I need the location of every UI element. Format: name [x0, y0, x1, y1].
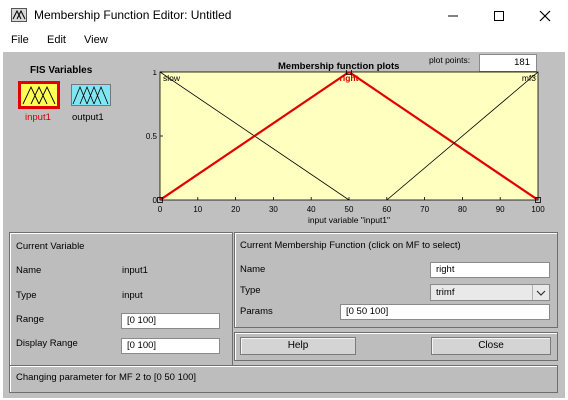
mf-params-input[interactable]: [0 50 100]	[340, 304, 550, 320]
x-tick-label: 100	[531, 205, 545, 214]
x-tick-label: 10	[193, 205, 202, 214]
editor-client-area: FIS Variables input1 output1 Membership …	[3, 52, 565, 398]
minimize-button[interactable]	[430, 0, 476, 32]
current-mf-header: Current Membership Function (click on MF…	[240, 240, 461, 251]
status-bar: Changing parameter for MF 2 to [0 50 100…	[9, 365, 558, 393]
status-text: Changing parameter for MF 2 to [0 50 100…	[16, 372, 197, 383]
x-tick-label: 40	[307, 205, 316, 214]
variable-type-value: input	[122, 290, 143, 301]
mf-label-mf3[interactable]: mf3	[522, 73, 536, 83]
range-label: Range	[16, 314, 44, 325]
variable-type-label: Type	[16, 290, 37, 301]
x-axis-label: input variable "input1"	[308, 215, 390, 225]
maximize-icon	[494, 11, 504, 21]
y-tick-label: 0	[153, 196, 158, 205]
x-tick-label: 80	[458, 205, 467, 214]
x-tick-label: 70	[420, 205, 429, 214]
window-title: Membership Function Editor: Untitled	[34, 8, 232, 22]
y-tick-label: 1	[153, 70, 158, 77]
plot-points-label: plot points:	[429, 55, 471, 65]
output1-label[interactable]: output1	[72, 112, 104, 123]
minimize-icon	[448, 15, 458, 17]
y-tick-label: 0.5	[146, 132, 158, 141]
menu-view[interactable]: View	[84, 34, 108, 46]
mf-params-label: Params	[240, 306, 273, 317]
chevron-down-icon[interactable]	[532, 285, 549, 300]
x-tick-label: 30	[269, 205, 278, 214]
range-input[interactable]: [0 100]	[121, 313, 220, 329]
close-window-button[interactable]	[522, 0, 568, 32]
matlab-app-icon	[11, 8, 27, 22]
mf-type-select[interactable]: trimf	[430, 284, 550, 301]
input1-variable-box[interactable]	[18, 81, 60, 109]
menu-file[interactable]: File	[11, 34, 29, 46]
current-variable-panel: Current Variable Name input1 Type input …	[9, 232, 233, 371]
close-icon	[539, 10, 551, 22]
menu-bar: File Edit View	[0, 32, 568, 52]
mf-label-right[interactable]: right	[340, 73, 359, 83]
title-bar[interactable]: Membership Function Editor: Untitled	[0, 0, 568, 32]
menu-edit[interactable]: Edit	[47, 34, 66, 46]
mf-curve-right[interactable]	[160, 72, 538, 200]
x-tick-label: 0	[158, 205, 163, 214]
mf-vertex-handle[interactable]	[346, 70, 352, 75]
mf-curve-mf3[interactable]	[386, 72, 553, 200]
mf-type-label: Type	[240, 285, 261, 296]
x-tick-label: 20	[231, 205, 240, 214]
input-mf-thumbnail-icon	[21, 84, 57, 106]
mf-vertex-handle[interactable]	[157, 197, 163, 203]
display-range-input[interactable]: [0 100]	[121, 338, 220, 354]
plot-area	[159, 71, 539, 201]
plot-title: Membership function plots	[278, 61, 400, 72]
variable-name-label: Name	[16, 265, 42, 276]
display-range-label: Display Range	[16, 338, 78, 349]
current-variable-header: Current Variable	[16, 241, 85, 252]
help-button[interactable]: Help	[240, 337, 356, 355]
mf-label-slow[interactable]: slow	[163, 73, 181, 83]
variable-name-value: input1	[122, 265, 148, 276]
close-button[interactable]: Close	[431, 337, 551, 355]
input1-label[interactable]: input1	[25, 112, 51, 123]
mf-vertex-handle[interactable]	[535, 197, 541, 203]
output-mf-thumbnail-icon	[72, 85, 109, 105]
x-tick-label: 90	[496, 205, 505, 214]
maximize-button[interactable]	[476, 0, 522, 32]
fis-variables-label: FIS Variables	[30, 65, 93, 76]
buttons-panel: Help Close	[234, 332, 558, 361]
mf-curve-slow[interactable]	[143, 72, 350, 200]
x-tick-label: 50	[345, 205, 354, 214]
mf-type-value: trimf	[436, 287, 455, 298]
x-tick-label: 60	[382, 205, 391, 214]
current-mf-panel: Current Membership Function (click on MF…	[234, 232, 558, 328]
mf-name-label: Name	[240, 264, 266, 275]
mf-name-input[interactable]: right	[430, 262, 550, 278]
plot-points-input[interactable]: 181	[479, 54, 537, 72]
output1-variable-box[interactable]	[71, 84, 111, 106]
